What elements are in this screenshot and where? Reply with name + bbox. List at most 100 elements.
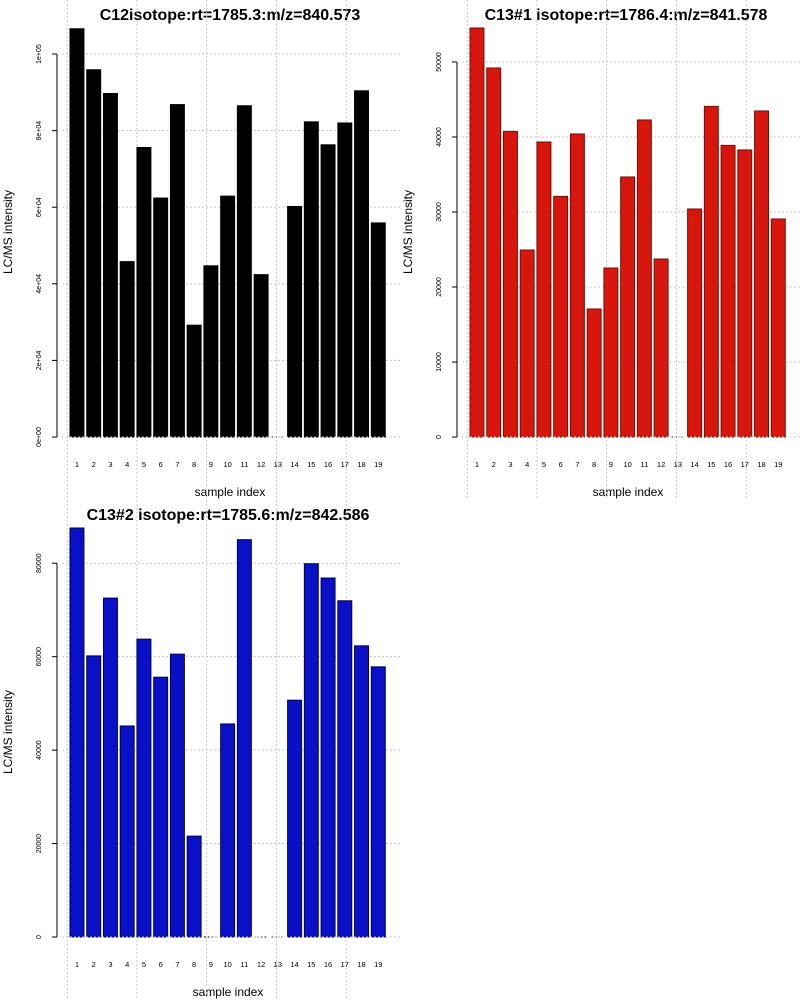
x-axis-ticks: 1 2 3 4 5 6 7 8 9 10 11 12 13 14 15 16 17 18 19 bbox=[75, 460, 383, 469]
x-tick-label: 18 bbox=[357, 960, 365, 969]
x-axis-ticks: 1 2 3 4 5 6 7 8 9 10 11 12 13 14 15 16 17 18 19 bbox=[475, 460, 783, 469]
x-axis-ticks: 1 2 3 4 5 6 7 8 9 10 11 12 13 14 15 16 17 18 19 bbox=[75, 960, 383, 969]
x-tick-label: 1 bbox=[75, 960, 79, 969]
bar bbox=[236, 105, 252, 438]
x-tick-label: 4 bbox=[525, 460, 529, 469]
y-tick-label: 0e+00 bbox=[36, 427, 43, 447]
y-axis: 0e+00 2e+04 4e+04 6e+04 8e+04 1e+05 bbox=[36, 44, 58, 447]
x-tick-label: 13 bbox=[274, 460, 282, 469]
bar bbox=[220, 723, 236, 938]
x-axis-label: sample index bbox=[195, 485, 266, 499]
bar bbox=[687, 208, 703, 438]
bar bbox=[569, 133, 585, 438]
x-tick-label: 12 bbox=[657, 460, 665, 469]
bar bbox=[102, 597, 118, 938]
x-tick-label: 2 bbox=[92, 960, 96, 969]
bar bbox=[253, 274, 269, 438]
bar bbox=[303, 563, 319, 938]
bar bbox=[169, 104, 185, 438]
bar bbox=[320, 144, 336, 438]
y-axis-label: LC/MS intensity bbox=[401, 190, 415, 274]
bar bbox=[186, 324, 202, 438]
x-tick-label: 16 bbox=[324, 960, 332, 969]
bar bbox=[320, 577, 336, 938]
bar bbox=[86, 655, 102, 938]
x-tick-label: 3 bbox=[108, 460, 112, 469]
x-tick-label: 17 bbox=[341, 960, 349, 969]
chart-title: C13#2 isotope:rt=1785.6:m/z=842.586 bbox=[87, 507, 370, 524]
bar bbox=[586, 308, 602, 438]
bar bbox=[102, 92, 118, 438]
bar bbox=[86, 69, 102, 438]
x-tick-label: 13 bbox=[274, 960, 282, 969]
bars bbox=[69, 28, 386, 438]
y-axis: 0 10000 20000 30000 40000 50000 bbox=[436, 52, 458, 439]
x-tick-label: 5 bbox=[142, 460, 146, 469]
bar bbox=[620, 176, 636, 438]
y-tick-label: 8e+04 bbox=[36, 121, 43, 141]
x-tick-label: 16 bbox=[324, 460, 332, 469]
x-tick-label: 14 bbox=[290, 460, 298, 469]
bar bbox=[519, 249, 535, 438]
x-tick-label: 11 bbox=[640, 460, 648, 469]
bar bbox=[653, 258, 669, 438]
y-tick-label: 4e+04 bbox=[36, 274, 43, 294]
x-tick-label: 1 bbox=[475, 460, 479, 469]
x-tick-label: 7 bbox=[575, 460, 579, 469]
x-tick-label: 4 bbox=[125, 960, 129, 969]
bar bbox=[720, 144, 736, 438]
x-tick-label: 17 bbox=[341, 460, 349, 469]
bar bbox=[737, 149, 753, 438]
bar bbox=[354, 90, 370, 438]
bar bbox=[153, 676, 169, 938]
y-tick-label: 10000 bbox=[436, 352, 443, 372]
y-tick-label: 60000 bbox=[36, 647, 43, 667]
bar bbox=[354, 645, 370, 938]
x-tick-label: 15 bbox=[707, 460, 715, 469]
y-tick-label: 50000 bbox=[436, 52, 443, 72]
chart-panel-c13-1: C13#1 isotope:rt=1786.4:m/z=841.578 samp… bbox=[401, 0, 800, 500]
bar bbox=[370, 666, 386, 938]
bar bbox=[703, 105, 719, 438]
y-tick-label: 80000 bbox=[36, 553, 43, 573]
bar bbox=[469, 27, 485, 438]
y-tick-label: 0 bbox=[436, 435, 443, 439]
x-tick-label: 17 bbox=[741, 460, 749, 469]
x-tick-label: 16 bbox=[724, 460, 732, 469]
x-tick-label: 14 bbox=[690, 460, 698, 469]
x-tick-label: 2 bbox=[92, 460, 96, 469]
bar bbox=[636, 119, 652, 438]
x-tick-label: 1 bbox=[75, 460, 79, 469]
x-tick-label: 11 bbox=[240, 460, 248, 469]
bar bbox=[553, 195, 569, 438]
bar bbox=[69, 28, 85, 438]
x-tick-label: 11 bbox=[240, 960, 248, 969]
bar bbox=[186, 835, 202, 938]
x-tick-label: 10 bbox=[223, 460, 231, 469]
chart-title: C13#1 isotope:rt=1786.4:m/z=841.578 bbox=[485, 7, 768, 24]
x-tick-label: 6 bbox=[159, 460, 163, 469]
x-tick-label: 8 bbox=[592, 460, 596, 469]
x-tick-label: 13 bbox=[674, 460, 682, 469]
bar bbox=[303, 121, 319, 438]
bar bbox=[337, 600, 353, 938]
x-tick-label: 6 bbox=[559, 460, 563, 469]
x-tick-label: 3 bbox=[508, 460, 512, 469]
bar bbox=[119, 725, 135, 938]
y-axis-label: LC/MS intensity bbox=[1, 190, 15, 274]
x-tick-label: 6 bbox=[159, 960, 163, 969]
bars bbox=[469, 27, 786, 438]
bar bbox=[136, 638, 152, 938]
x-axis-label: sample index bbox=[593, 485, 664, 499]
x-tick-label: 12 bbox=[257, 460, 265, 469]
x-tick-label: 12 bbox=[257, 960, 265, 969]
bar bbox=[153, 197, 169, 438]
bar bbox=[287, 699, 303, 938]
bar bbox=[370, 222, 386, 438]
x-tick-label: 19 bbox=[374, 960, 382, 969]
bar bbox=[69, 527, 85, 938]
x-tick-label: 4 bbox=[125, 460, 129, 469]
x-tick-label: 14 bbox=[290, 960, 298, 969]
chart-panel-c12: C12isotope:rt=1785.3:m/z=840.573 sample … bbox=[1, 0, 400, 500]
